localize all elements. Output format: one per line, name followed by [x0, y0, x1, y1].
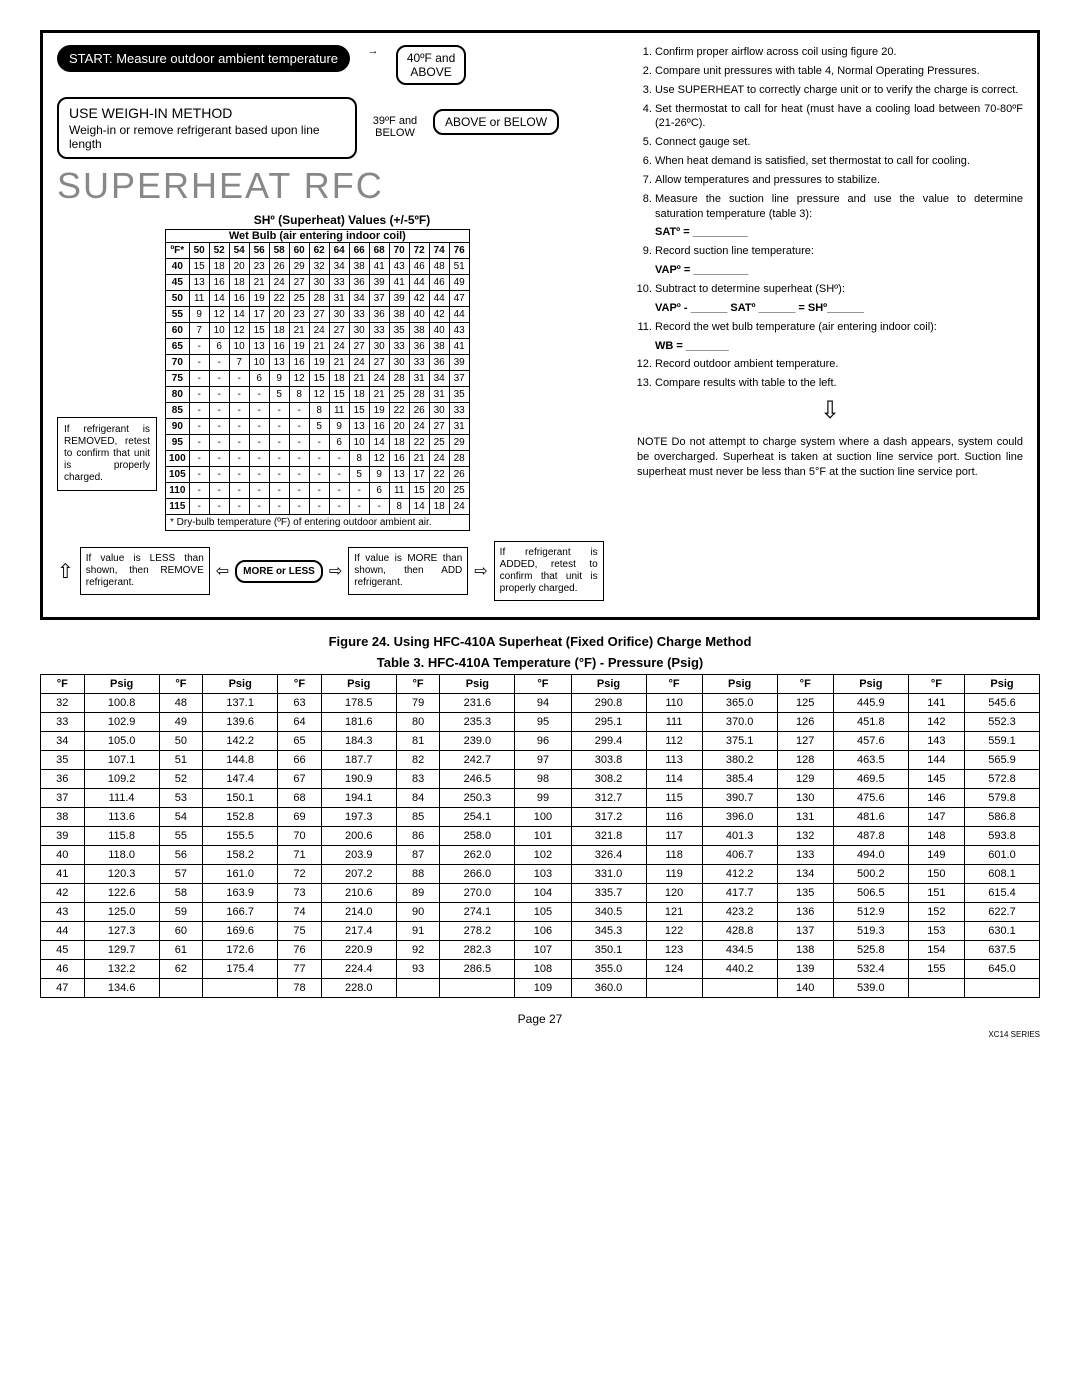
less-action-box: If value is LESS than shown, then REMOVE… — [80, 547, 210, 595]
added-note-box: If refrigerant is ADDED, retest to confi… — [494, 541, 604, 601]
wb-header: Wet Bulb (air entering indoor coil) — [165, 229, 470, 242]
procedure-column: Confirm proper airflow across coil using… — [637, 45, 1023, 601]
proc-step: Use SUPERHEAT to correctly charge unit o… — [655, 83, 1023, 98]
weigh-body: Weigh-in or remove refrigerant based upo… — [69, 123, 345, 151]
left-column: START: Measure outdoor ambient temperatu… — [57, 45, 627, 601]
arrow-right-icon: ⇨ — [474, 561, 487, 581]
action-row: ⇧ If value is LESS than shown, then REMO… — [57, 541, 627, 601]
arrow-right-icon: → — [358, 45, 388, 57]
proc-step: Measure the suction line pressure and us… — [655, 192, 1023, 222]
above-below-box: ABOVE or BELOW — [433, 109, 559, 135]
up-arrow-icon: ⇧ — [57, 559, 74, 584]
arrow-left-icon: ⇦ — [216, 561, 229, 581]
proc-step: Allow temperatures and pressures to stab… — [655, 173, 1023, 188]
figure-caption: Figure 24. Using HFC-410A Superheat (Fix… — [40, 634, 1040, 649]
sh-table-wrap: If refrigerant is REMOVED, retest to con… — [57, 229, 627, 531]
sat-fill-line: SATº = _________ — [655, 225, 1023, 240]
proc-step: Connect gauge set. — [655, 135, 1023, 150]
procedure-list: Confirm proper airflow across coil using… — [637, 45, 1023, 221]
pressure-table: °FPsig°FPsig°FPsig°FPsig°FPsig°FPsig°FPs… — [40, 674, 1040, 998]
superheat-table: ºF*5052545658606264666870727476401518202… — [165, 242, 470, 515]
proc-step-11: Record the wet bulb temperature (air ent… — [655, 320, 1023, 335]
proc-step-9: Record suction line temperature: — [655, 244, 1023, 259]
more-or-less-box: MORE or LESS — [235, 560, 323, 583]
calc-fill-line: VAPº - ______ SATº ______ = SHº______ — [655, 301, 1023, 316]
removed-note-text: If refrigerant is REMOVED, retest to con… — [64, 424, 150, 483]
proc-list-12: Record outdoor ambient temperature. Comp… — [637, 357, 1023, 391]
superheat-rfc-title: SUPERHEAT RFC — [57, 165, 627, 207]
removed-note: If refrigerant is REMOVED, retest to con… — [57, 417, 157, 491]
vap-fill-line: VAPº = _________ — [655, 263, 1023, 278]
arrow-right-icon: ⇨ — [329, 561, 342, 581]
weigh-in-box: USE WEIGH-IN METHOD Weigh-in or remove r… — [57, 97, 357, 159]
series-label: XC14 SERIES — [40, 1030, 1040, 1039]
sh-footnote: * Dry-bulb temperature (ºF) of entering … — [165, 515, 470, 531]
page-border: START: Measure outdoor ambient temperatu… — [40, 30, 1040, 620]
proc-list-9: Record suction line temperature: — [637, 244, 1023, 259]
temp-high-box: 40ºF and ABOVE — [396, 45, 466, 85]
proc-step-13: Compare results with table to the left. — [655, 376, 1023, 391]
proc-step-10: Subtract to determine superheat (SHº): — [655, 282, 1023, 297]
sh-table-container: Wet Bulb (air entering indoor coil) ºF*5… — [165, 229, 470, 531]
page-number: Page 27 — [40, 1012, 1040, 1026]
more-action-box: If value is MORE than shown, then ADD re… — [348, 547, 468, 595]
left-note-wrap: If refrigerant is REMOVED, retest to con… — [57, 417, 157, 531]
top-section: START: Measure outdoor ambient temperatu… — [57, 45, 1023, 601]
proc-list-11: Record the wet bulb temperature (air ent… — [637, 320, 1023, 335]
proc-step: When heat demand is satisfied, set therm… — [655, 154, 1023, 169]
start-box: START: Measure outdoor ambient temperatu… — [57, 45, 350, 72]
temp-low-label: 39ºF and BELOW — [365, 91, 425, 139]
wb-fill-line: WB = _______ — [655, 339, 1023, 354]
flow-row1: START: Measure outdoor ambient temperatu… — [57, 45, 627, 85]
proc-step: Confirm proper airflow across coil using… — [655, 45, 1023, 60]
proc-list-10: Subtract to determine superheat (SHº): — [637, 282, 1023, 297]
down-arrow-icon: ⇩ — [637, 395, 1023, 427]
proc-step: Set thermostat to call for heat (must ha… — [655, 102, 1023, 132]
weigh-header: USE WEIGH-IN METHOD — [69, 105, 345, 121]
proc-step: Compare unit pressures with table 4, Nor… — [655, 64, 1023, 79]
note-text: NOTE Do not attempt to charge system whe… — [637, 435, 1023, 480]
table-caption: Table 3. HFC-410A Temperature (°F) - Pre… — [40, 655, 1040, 670]
proc-step-12: Record outdoor ambient temperature. — [655, 357, 1023, 372]
flow-row2: USE WEIGH-IN METHOD Weigh-in or remove r… — [57, 91, 627, 159]
sh-values-header: SHº (Superheat) Values (+/-5ºF) — [57, 213, 627, 227]
